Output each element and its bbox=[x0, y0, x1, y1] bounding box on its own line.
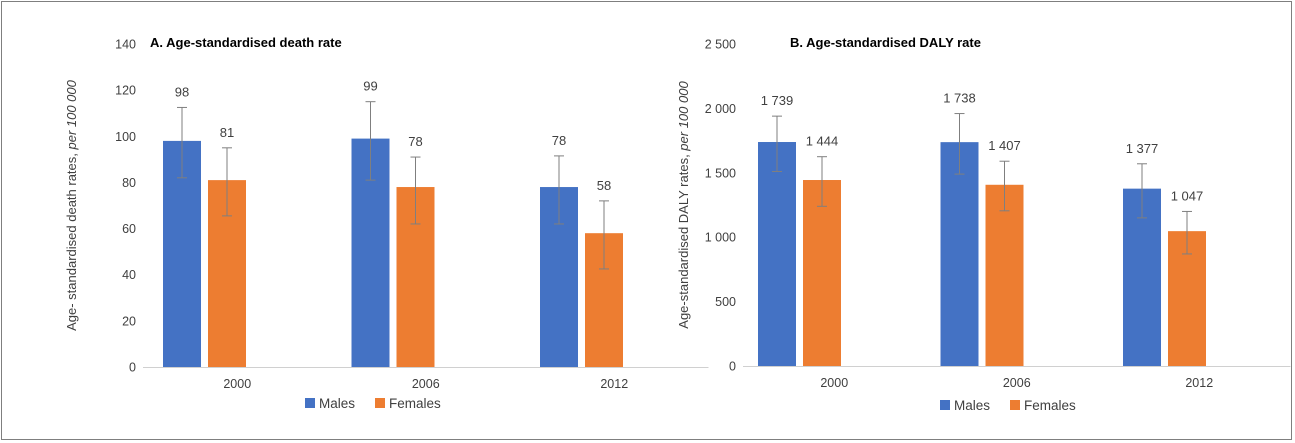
y-axis-label-text: Age-standardised DALY rates, bbox=[676, 151, 691, 329]
legend-swatch-females bbox=[1010, 400, 1020, 410]
data-label: 78 bbox=[408, 134, 422, 149]
x-tick-label: 2006 bbox=[412, 377, 440, 391]
data-label: 1 738 bbox=[943, 91, 976, 106]
legend-label-females: Females bbox=[1024, 398, 1076, 413]
chart-title: A. Age-standardised death rate bbox=[150, 35, 342, 50]
data-label: 1 739 bbox=[761, 93, 794, 108]
x-tick-label: 2012 bbox=[600, 377, 628, 391]
y-axis-label-unit: per 100 000 bbox=[676, 81, 691, 152]
data-label: 58 bbox=[597, 178, 611, 193]
y-tick-label: 500 bbox=[715, 295, 736, 309]
y-tick-label: 80 bbox=[122, 176, 136, 190]
y-axis-label-unit: per 100 000 bbox=[64, 79, 79, 150]
legend-swatch-males bbox=[305, 398, 315, 408]
bar-males-2000 bbox=[163, 140, 201, 367]
y-tick-label: 0 bbox=[129, 361, 136, 375]
y-tick-label: 60 bbox=[122, 222, 136, 236]
y-tick-label: 2 500 bbox=[705, 38, 736, 52]
data-label: 78 bbox=[552, 133, 566, 148]
data-label: 98 bbox=[175, 84, 189, 99]
y-axis-label: Age- standardised death rates, per 100 0… bbox=[64, 79, 79, 331]
data-label: 81 bbox=[220, 125, 234, 140]
y-axis-label: Age-standardised DALY rates, per 100 000 bbox=[676, 81, 691, 329]
bar-males-2006 bbox=[940, 142, 979, 366]
bar-males-2000 bbox=[758, 142, 796, 366]
x-tick-label: 2006 bbox=[1003, 376, 1031, 390]
chart-title: B. Age-standardised DALY rate bbox=[790, 35, 981, 50]
data-label: 1 407 bbox=[988, 138, 1021, 153]
panel-b-daly-rate: B. Age-standardised DALY rate 0 500 1 000 1… bbox=[676, 35, 1291, 413]
y-tick-label: 0 bbox=[729, 360, 736, 374]
legend-label-males: Males bbox=[319, 396, 355, 411]
legend-swatch-males bbox=[940, 400, 950, 410]
x-tick-label: 2012 bbox=[1185, 376, 1213, 390]
y-tick-label: 1 500 bbox=[705, 166, 736, 180]
bar-females-2006 bbox=[985, 184, 1024, 366]
legend-swatch-females bbox=[375, 398, 385, 408]
y-axis-label-text: Age- standardised death rates, bbox=[64, 150, 79, 331]
y-tick-label: 120 bbox=[115, 84, 136, 98]
y-tick-label: 100 bbox=[115, 130, 136, 144]
panel-a-death-rate: A. Age-standardised death rate 0 20 40 60 80… bbox=[64, 35, 709, 411]
y-tick-label: 40 bbox=[122, 268, 136, 282]
data-label: 1 444 bbox=[806, 134, 839, 149]
y-tick-label: 20 bbox=[122, 314, 136, 328]
bar-females-2000 bbox=[803, 180, 841, 366]
x-tick-label: 2000 bbox=[223, 377, 251, 391]
legend-label-males: Males bbox=[954, 398, 990, 413]
data-label: 1 047 bbox=[1171, 188, 1204, 203]
y-tick-label: 140 bbox=[115, 38, 136, 52]
legend-label-females: Females bbox=[389, 396, 441, 411]
data-label: 99 bbox=[363, 79, 377, 94]
y-tick-label: 1 000 bbox=[705, 231, 736, 245]
data-label: 1 377 bbox=[1126, 141, 1159, 156]
y-tick-label: 2 000 bbox=[705, 102, 736, 116]
x-tick-label: 2000 bbox=[820, 376, 848, 390]
